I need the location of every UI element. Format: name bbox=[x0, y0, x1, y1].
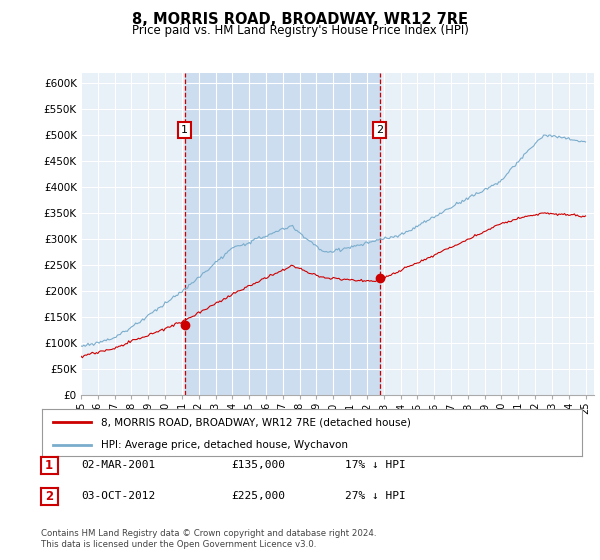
Bar bbox=[185, 73, 380, 395]
Text: £135,000: £135,000 bbox=[231, 460, 285, 470]
Text: HPI: Average price, detached house, Wychavon: HPI: Average price, detached house, Wych… bbox=[101, 440, 349, 450]
Text: 2: 2 bbox=[45, 489, 53, 503]
Text: 8, MORRIS ROAD, BROADWAY, WR12 7RE (detached house): 8, MORRIS ROAD, BROADWAY, WR12 7RE (deta… bbox=[101, 417, 411, 427]
Text: 03-OCT-2012: 03-OCT-2012 bbox=[81, 491, 155, 501]
Text: £225,000: £225,000 bbox=[231, 491, 285, 501]
Text: 8, MORRIS ROAD, BROADWAY, WR12 7RE: 8, MORRIS ROAD, BROADWAY, WR12 7RE bbox=[132, 12, 468, 27]
Text: 1: 1 bbox=[181, 125, 188, 135]
Text: 02-MAR-2001: 02-MAR-2001 bbox=[81, 460, 155, 470]
Text: Price paid vs. HM Land Registry's House Price Index (HPI): Price paid vs. HM Land Registry's House … bbox=[131, 24, 469, 37]
Text: Contains HM Land Registry data © Crown copyright and database right 2024.
This d: Contains HM Land Registry data © Crown c… bbox=[41, 529, 376, 549]
Text: 1: 1 bbox=[45, 459, 53, 472]
Text: 17% ↓ HPI: 17% ↓ HPI bbox=[345, 460, 406, 470]
Text: 27% ↓ HPI: 27% ↓ HPI bbox=[345, 491, 406, 501]
Text: 2: 2 bbox=[376, 125, 383, 135]
